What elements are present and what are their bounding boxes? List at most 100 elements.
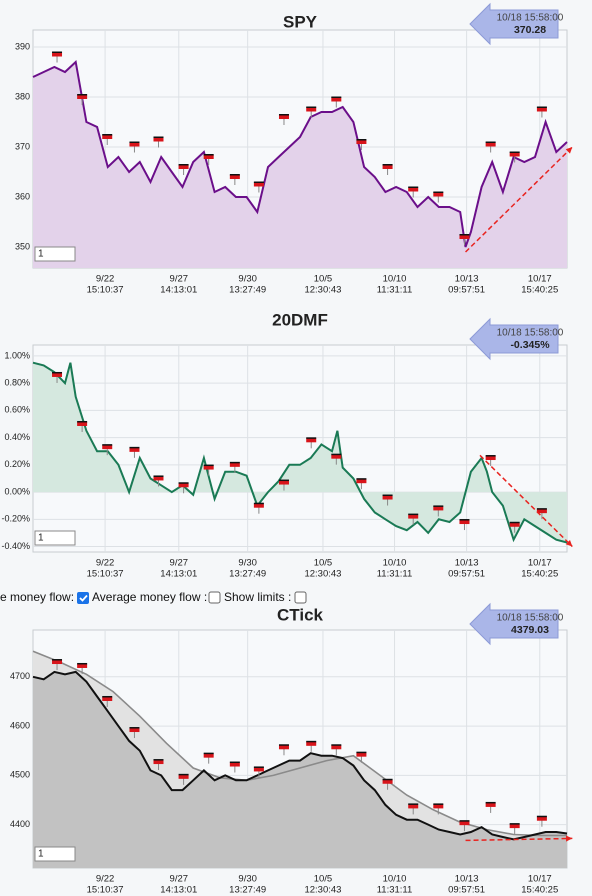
- flag-cap: [536, 508, 547, 510]
- y-tick-label: 4500: [10, 770, 30, 780]
- x-tick-label: 10/10: [383, 274, 407, 285]
- flag-cap: [203, 464, 214, 467]
- y-tick-label: 0.00%: [4, 486, 30, 496]
- flag: [331, 453, 342, 465]
- options-row: e money flow: Average money flow : Show …: [0, 590, 307, 604]
- trend-line: [465, 837, 573, 842]
- flag-head: [433, 804, 444, 809]
- x-tick-label: 10/5: [314, 874, 333, 885]
- show-limits-checkbox[interactable]: [294, 591, 307, 604]
- flag-head: [153, 137, 164, 142]
- flag: [536, 106, 547, 118]
- flag-head: [178, 165, 189, 169]
- y-tick-label: 4400: [10, 819, 30, 829]
- flag: [382, 164, 393, 175]
- x-tick-label: 09:57:51: [448, 285, 485, 296]
- x-tick-label: 13:27:49: [229, 285, 266, 296]
- flag-cap: [433, 803, 444, 805]
- flag-head: [153, 760, 164, 765]
- flag-cap: [306, 437, 317, 439]
- flag-head: [203, 465, 214, 470]
- x-tick-label: 10/13: [455, 874, 479, 885]
- flag: [229, 761, 240, 773]
- flag-head: [408, 514, 419, 519]
- zoom-input[interactable]: [34, 846, 76, 862]
- x-tick-label: 9/30: [238, 874, 257, 885]
- flag-cap: [459, 820, 470, 822]
- flag: [356, 478, 367, 490]
- flag-cap: [382, 494, 393, 497]
- line: [32, 650, 567, 837]
- flag: [203, 464, 214, 476]
- flag-cap: [485, 801, 496, 804]
- flag-head: [459, 235, 470, 239]
- flag-cap: [129, 141, 140, 143]
- badge-time: 10/18 15:58:00: [497, 613, 564, 624]
- flag-head: [433, 506, 444, 511]
- chart-panel: 20DMF -0.40% -0.20% 0.00% 0.20% 0.40% 0.60% 0.8…: [1, 310, 573, 580]
- flag-cap: [278, 744, 289, 746]
- x-tick-label: 12:30:43: [304, 885, 341, 896]
- flag: [536, 508, 547, 520]
- flag: [356, 751, 367, 763]
- flag-head: [433, 192, 444, 197]
- flag-cap: [178, 164, 189, 166]
- flag-cap: [306, 106, 317, 108]
- chart-title: 20DMF: [272, 310, 328, 329]
- flag-head: [485, 142, 496, 147]
- flag-head: [459, 520, 470, 525]
- flag-cap: [306, 740, 317, 743]
- flag: [77, 94, 88, 105]
- flag-cap: [536, 106, 547, 108]
- zoom-value: 1: [38, 849, 44, 860]
- zoom-input[interactable]: [34, 530, 76, 546]
- flag-head: [153, 476, 164, 481]
- flag-head: [77, 421, 88, 426]
- y-tick-label: 0.20%: [4, 459, 30, 469]
- flag-head: [229, 175, 240, 179]
- badge-time: 10/18 15:58:00: [497, 13, 564, 24]
- flag-head: [52, 52, 63, 57]
- x-tick-label: 15:10:37: [87, 885, 124, 896]
- flag-cap: [52, 51, 63, 53]
- flag-cap: [178, 773, 189, 776]
- x-tick-label: 9/27: [170, 558, 189, 569]
- flag-head: [203, 753, 214, 758]
- flag: [509, 521, 520, 533]
- x-tick-label: 11:31:11: [377, 885, 413, 896]
- flag-cap: [331, 744, 342, 746]
- average-money-flow-label: Average money flow :: [92, 590, 207, 604]
- y-tick-label: 0.60%: [4, 405, 30, 415]
- flag-head: [229, 762, 240, 767]
- flag: [408, 513, 419, 525]
- flag-cap: [382, 778, 393, 781]
- flag: [129, 141, 140, 153]
- flag-cap: [356, 139, 367, 141]
- flag-cap: [433, 191, 444, 193]
- flag-cap: [102, 134, 113, 136]
- trend-arrow: [565, 835, 573, 842]
- x-tick-label: 14:13:01: [160, 885, 197, 896]
- x-tick-label: 11:31:11: [377, 285, 413, 296]
- flag-cap: [356, 478, 367, 480]
- x-tick-label: 10/10: [383, 874, 407, 885]
- flag-head: [253, 503, 264, 508]
- flag-cap: [129, 446, 140, 449]
- flag-cap: [203, 154, 214, 156]
- money-flow-checkbox[interactable]: [77, 592, 89, 604]
- flag: [509, 823, 520, 835]
- flag-head: [253, 182, 264, 187]
- flag-head: [509, 152, 520, 157]
- flag-head: [485, 802, 496, 807]
- flag-head: [278, 480, 289, 485]
- flag: [433, 191, 444, 203]
- flag-head: [331, 97, 342, 102]
- flag-head: [536, 107, 547, 112]
- y-tick-label: 390: [15, 41, 30, 51]
- zoom-input[interactable]: [34, 246, 76, 262]
- average-money-flow-checkbox[interactable]: [208, 591, 221, 604]
- flag-head: [102, 445, 113, 450]
- flag-head: [306, 741, 317, 746]
- badge-value: 4379.03: [511, 624, 549, 636]
